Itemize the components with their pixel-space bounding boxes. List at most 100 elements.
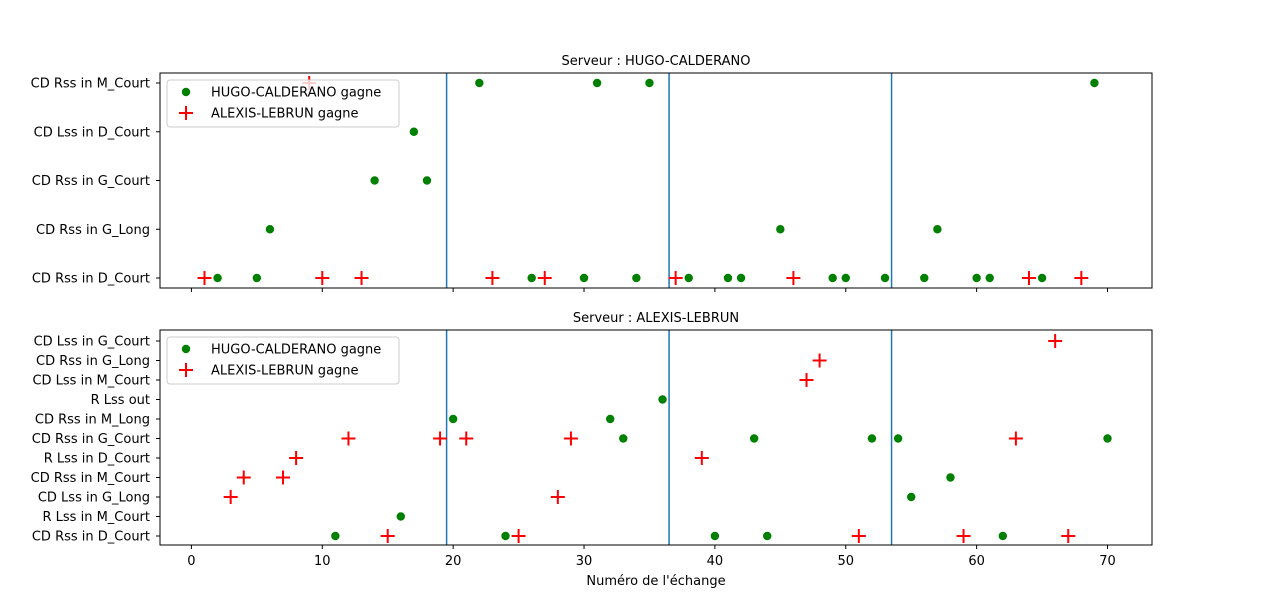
point-hugo-calderano-wins — [370, 176, 379, 185]
legend-marker-plus-icon — [179, 106, 193, 120]
legend-marker-circle-icon — [181, 87, 191, 97]
point-alexis-lebrun-wins — [537, 271, 552, 285]
point-hugo-calderano-wins — [880, 273, 890, 283]
y-tick-label: CD Lss in G_Long — [38, 491, 150, 506]
point-alexis-lebrun-wins — [956, 529, 971, 543]
legend-box — [166, 336, 400, 385]
x-axis-label: Numéro de l'échange — [586, 574, 725, 589]
point-hugo-calderano-wins — [736, 273, 746, 283]
legend-label-alexis: ALEXIS-LEBRUN gagne — [211, 107, 359, 122]
point-alexis-lebrun-wins — [799, 373, 814, 387]
point-alexis-lebrun-wins — [315, 271, 330, 285]
point-hugo-calderano-wins — [946, 473, 955, 482]
point-hugo-calderano-wins — [396, 512, 406, 521]
point-hugo-calderano-wins — [710, 531, 720, 541]
point-alexis-lebrun-wins — [1061, 529, 1076, 543]
x-tick-label: 60 — [968, 554, 985, 569]
point-hugo-calderano-wins — [409, 127, 419, 136]
legend-label-alexis: ALEXIS-LEBRUN gagne — [211, 364, 359, 379]
point-hugo-calderano-wins — [749, 434, 759, 443]
point-alexis-lebrun-wins — [563, 431, 578, 446]
point-hugo-calderano-wins — [448, 414, 458, 424]
legend: HUGO-CALDERANO gagne ALEXIS-LEBRUN gagne — [166, 79, 400, 128]
point-hugo-calderano-wins — [579, 273, 589, 283]
point-hugo-calderano-wins — [972, 273, 981, 283]
legend: HUGO-CALDERANO gagne ALEXIS-LEBRUN gagne — [166, 336, 400, 385]
y-tick-label: CD Rss in G_Court — [32, 432, 150, 447]
point-hugo-calderano-wins — [998, 531, 1008, 541]
point-hugo-calderano-wins — [527, 273, 536, 283]
point-hugo-calderano-wins — [906, 492, 916, 502]
point-hugo-calderano-wins — [841, 273, 850, 283]
x-tick-label: 70 — [1099, 554, 1116, 569]
y-tick-label: CD Rss in M_Long — [35, 413, 150, 428]
y-tick-label: CD Lss in G_Court — [34, 335, 150, 350]
point-alexis-lebrun-wins — [433, 431, 448, 446]
x-tick-label: 40 — [707, 554, 724, 569]
point-alexis-lebrun-wins — [1008, 431, 1023, 446]
point-alexis-lebrun-wins — [511, 529, 526, 543]
x-tick-label: 30 — [576, 554, 593, 569]
x-tick-label: 50 — [837, 554, 854, 569]
point-alexis-lebrun-wins — [812, 353, 827, 368]
y-tick-label: CD Rss in D_Court — [32, 530, 150, 545]
point-hugo-calderano-wins — [605, 414, 615, 424]
point-hugo-calderano-wins — [632, 273, 641, 283]
point-alexis-lebrun-wins — [668, 271, 683, 285]
point-hugo-calderano-wins — [1037, 273, 1047, 283]
legend-label-hugo: HUGO-CALDERANO gagne — [211, 343, 381, 358]
point-hugo-calderano-wins — [501, 531, 510, 541]
point-alexis-lebrun-wins — [851, 529, 866, 543]
point-alexis-lebrun-wins — [289, 451, 304, 465]
y-tick-label: R Lss out — [91, 393, 150, 408]
panel-1: Serveur : HUGO-CALDERANO CD Rss in D_Cour… — [31, 54, 1153, 292]
point-hugo-calderano-wins — [265, 225, 275, 234]
point-hugo-calderano-wins — [920, 273, 929, 283]
point-alexis-lebrun-wins — [1074, 271, 1089, 285]
point-alexis-lebrun-wins — [485, 271, 500, 285]
point-alexis-lebrun-wins — [276, 470, 291, 485]
point-hugo-calderano-wins — [776, 225, 785, 234]
x-tick-label: 20 — [445, 554, 462, 569]
point-hugo-calderano-wins — [645, 78, 654, 88]
y-tick-label: CD Lss in M_Court — [32, 374, 150, 389]
legend-box — [166, 79, 400, 128]
plot-area — [223, 330, 1112, 545]
plot-area — [197, 73, 1099, 288]
legend-marker-circle-icon — [181, 344, 191, 354]
y-tick-label: CD Rss in D_Court — [32, 272, 150, 287]
point-hugo-calderano-wins — [422, 176, 432, 185]
point-hugo-calderano-wins — [252, 273, 262, 283]
y-tick-label: CD Rss in M_Court — [31, 77, 150, 92]
point-hugo-calderano-wins — [723, 273, 733, 283]
panel-title: Serveur : HUGO-CALDERANO — [562, 54, 751, 69]
point-hugo-calderano-wins — [213, 273, 222, 283]
point-hugo-calderano-wins — [763, 531, 772, 541]
y-tick-label: CD Rss in G_Long — [36, 354, 150, 369]
panel-title: Serveur : ALEXIS-LEBRUN — [573, 311, 739, 326]
y-tick-label: CD Lss in D_Court — [34, 125, 150, 140]
point-hugo-calderano-wins — [1103, 434, 1112, 443]
point-alexis-lebrun-wins — [694, 451, 709, 465]
point-alexis-lebrun-wins — [786, 271, 801, 285]
point-hugo-calderano-wins — [893, 434, 903, 443]
x-tick-label: 10 — [314, 554, 331, 569]
point-hugo-calderano-wins — [331, 531, 340, 541]
point-hugo-calderano-wins — [619, 434, 628, 443]
point-hugo-calderano-wins — [985, 273, 994, 283]
point-alexis-lebrun-wins — [341, 431, 356, 446]
point-alexis-lebrun-wins — [380, 529, 395, 543]
point-alexis-lebrun-wins — [236, 470, 251, 485]
y-tick-label: CD Rss in G_Court — [32, 174, 150, 189]
point-hugo-calderano-wins — [475, 78, 484, 88]
point-alexis-lebrun-wins — [1048, 334, 1063, 348]
y-tick-label: CD Rss in M_Court — [31, 471, 150, 486]
x-tick-label: 0 — [187, 554, 195, 569]
panel-2: Serveur : ALEXIS-LEBRUN 0 10 20 30 40 50 60 70 CD… — [31, 311, 1153, 569]
point-hugo-calderano-wins — [933, 225, 942, 234]
point-hugo-calderano-wins — [592, 78, 602, 88]
axes-frame — [159, 329, 1153, 546]
point-hugo-calderano-wins — [867, 434, 877, 443]
y-tick-label: R Lss in M_Court — [43, 510, 151, 525]
